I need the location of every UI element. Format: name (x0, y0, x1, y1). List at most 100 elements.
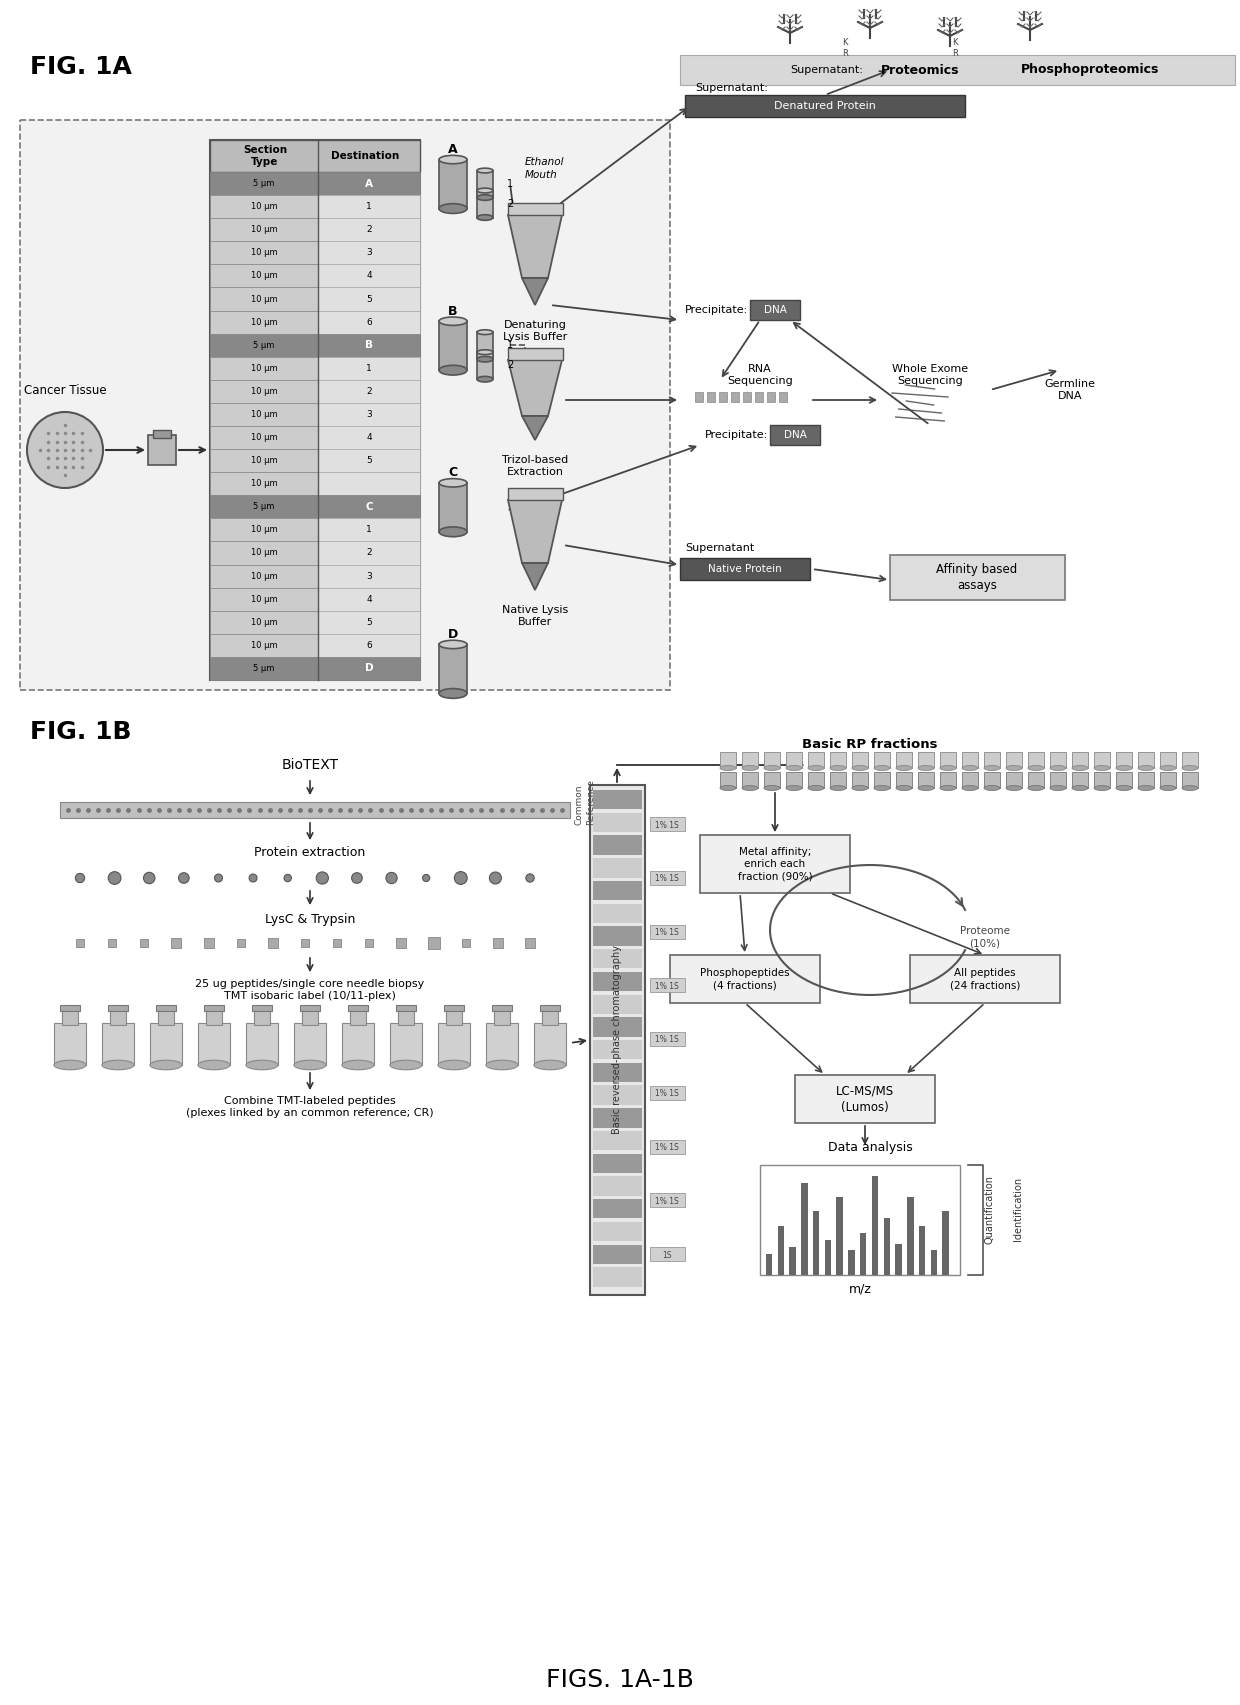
Text: Identification: Identification (1013, 1176, 1023, 1241)
Ellipse shape (786, 766, 802, 771)
Ellipse shape (198, 1061, 229, 1069)
Bar (940, 752, 956, 767)
Text: Basic reversed-phase chromatography: Basic reversed-phase chromatography (613, 946, 622, 1134)
Bar (210, 472, 317, 494)
Bar (593, 1222, 642, 1241)
Ellipse shape (985, 786, 999, 791)
Ellipse shape (438, 1061, 470, 1069)
Text: 10 μm: 10 μm (250, 317, 278, 327)
Ellipse shape (786, 786, 802, 791)
Bar (593, 994, 642, 1014)
Bar (801, 1183, 807, 1275)
Ellipse shape (1094, 786, 1110, 791)
Text: 4: 4 (366, 271, 372, 280)
Text: 4: 4 (366, 595, 372, 604)
Bar (719, 392, 727, 402)
Bar (650, 979, 684, 992)
Bar (210, 588, 317, 610)
Bar (396, 1004, 415, 1011)
Bar (701, 835, 849, 893)
Text: Basic RP fractions: Basic RP fractions (802, 738, 937, 752)
Bar (590, 784, 645, 1296)
Bar (150, 1023, 182, 1066)
Text: DNA: DNA (764, 305, 786, 315)
Text: FIGS. 1A-1B: FIGS. 1A-1B (546, 1667, 694, 1691)
Bar (650, 1086, 684, 1100)
Text: 6: 6 (366, 317, 372, 327)
Ellipse shape (720, 766, 737, 771)
Text: DNA: DNA (784, 430, 806, 440)
Ellipse shape (439, 203, 467, 213)
Text: 10 μm: 10 μm (250, 295, 278, 303)
Bar (102, 1023, 134, 1066)
Ellipse shape (742, 786, 758, 791)
Bar (884, 1219, 890, 1275)
Bar (768, 392, 775, 402)
Bar (60, 801, 570, 818)
Bar (210, 610, 317, 634)
Text: 5: 5 (366, 295, 372, 303)
Circle shape (179, 873, 190, 883)
Text: 10 μm: 10 μm (250, 363, 278, 373)
Ellipse shape (1138, 766, 1154, 771)
Bar (317, 242, 420, 264)
Ellipse shape (1159, 786, 1176, 791)
Bar (825, 1240, 831, 1275)
Bar (508, 488, 563, 500)
Bar (317, 288, 420, 310)
Bar (593, 1267, 642, 1287)
Circle shape (108, 871, 122, 885)
Text: FIG. 1A: FIG. 1A (30, 55, 131, 78)
Ellipse shape (477, 188, 494, 193)
Bar (317, 194, 420, 218)
Bar (707, 392, 715, 402)
Bar (895, 1245, 901, 1275)
Bar (156, 1004, 176, 1011)
Ellipse shape (1116, 786, 1132, 791)
Bar (593, 881, 642, 900)
Text: A: A (365, 179, 373, 189)
Bar (439, 160, 467, 208)
Ellipse shape (1138, 786, 1154, 791)
Text: 10 μm: 10 μm (250, 433, 278, 442)
Bar (398, 1009, 414, 1025)
Ellipse shape (1073, 766, 1087, 771)
Bar (962, 752, 978, 767)
Bar (317, 610, 420, 634)
Bar (110, 1009, 126, 1025)
Ellipse shape (439, 479, 467, 488)
Bar (985, 752, 999, 767)
Bar (210, 380, 317, 402)
Bar (210, 140, 420, 172)
Bar (930, 1250, 937, 1275)
Bar (210, 310, 317, 334)
Text: 10 μm: 10 μm (250, 249, 278, 257)
Bar (317, 472, 420, 494)
Bar (593, 1130, 642, 1151)
Bar (786, 772, 802, 788)
Ellipse shape (439, 317, 467, 326)
Ellipse shape (391, 1061, 422, 1069)
Ellipse shape (486, 1061, 518, 1069)
Text: Cancer Tissue: Cancer Tissue (24, 384, 107, 397)
Text: 1: 1 (507, 341, 513, 350)
Ellipse shape (1028, 766, 1044, 771)
Text: 5: 5 (366, 457, 372, 465)
Bar (650, 817, 684, 830)
Text: 2: 2 (366, 225, 372, 234)
Bar (593, 789, 642, 810)
Bar (650, 1032, 684, 1045)
Text: 2: 2 (507, 198, 513, 208)
Text: 3: 3 (366, 409, 372, 419)
Circle shape (386, 873, 397, 883)
Bar (848, 1250, 854, 1275)
Text: BioTEXT: BioTEXT (281, 759, 339, 772)
Bar (391, 1023, 422, 1066)
Text: 5: 5 (366, 617, 372, 627)
Bar (743, 392, 751, 402)
Text: 1% 1S: 1% 1S (655, 875, 678, 883)
Bar (650, 1194, 684, 1207)
Text: 4: 4 (366, 433, 372, 442)
Bar (153, 430, 171, 438)
Circle shape (215, 875, 222, 881)
